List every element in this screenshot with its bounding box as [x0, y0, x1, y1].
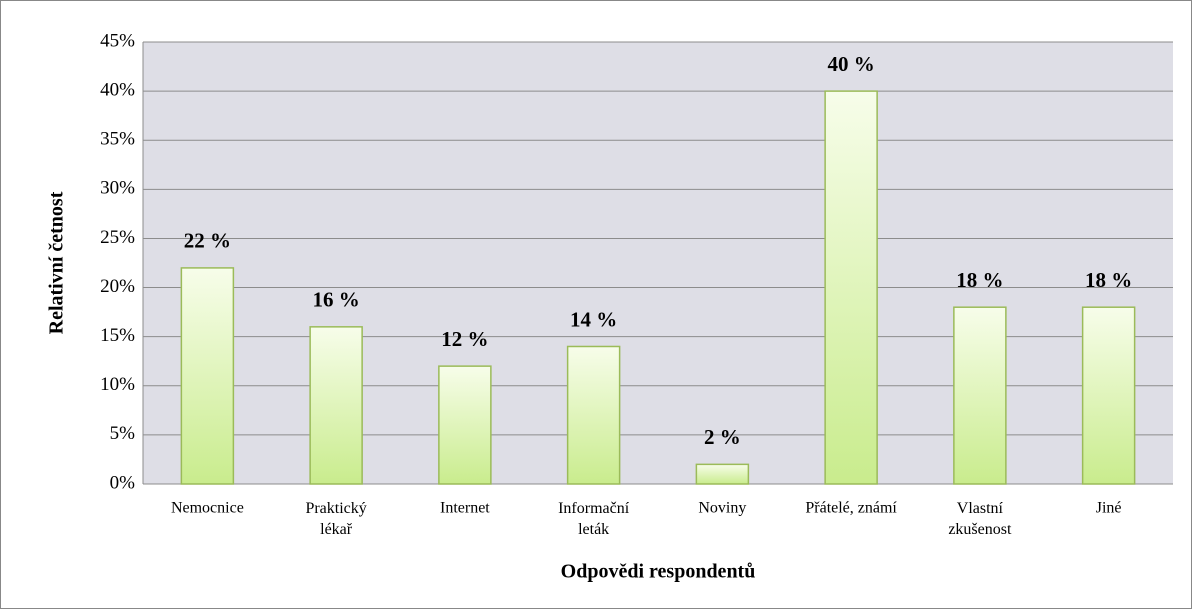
- bar: [438, 365, 492, 485]
- data-label: 18 %: [1085, 268, 1132, 292]
- y-tick-label: 35%: [100, 129, 135, 150]
- data-label: 14 %: [570, 307, 617, 331]
- y-tick-label: 30%: [100, 178, 135, 199]
- bar: [1081, 306, 1136, 485]
- y-axis-title: Relativní četnost: [46, 191, 68, 334]
- y-tick-label: 0%: [110, 472, 136, 493]
- data-label: 18 %: [956, 268, 1003, 292]
- data-label: 12 %: [441, 327, 488, 351]
- x-tick-label: Noviny: [698, 500, 746, 517]
- data-label: 16 %: [313, 288, 360, 312]
- x-tick-label: Jiné: [1096, 500, 1122, 517]
- bar: [309, 326, 363, 485]
- y-tick-label: 25%: [100, 227, 135, 248]
- x-tick-label: Přátelé, známí: [805, 500, 897, 517]
- y-tick-label: 15%: [100, 325, 135, 346]
- plot-area: [143, 42, 1173, 484]
- bar: [180, 267, 235, 485]
- x-tick-label: Informační leták: [558, 500, 630, 538]
- data-label: 22 %: [184, 229, 231, 253]
- y-tick-label: 10%: [100, 374, 135, 395]
- x-axis-title: Odpovědi respondentů: [561, 561, 756, 583]
- y-tick-label: 5%: [110, 423, 136, 444]
- y-tick-label: 40%: [100, 79, 135, 100]
- bar: [953, 306, 1007, 485]
- x-tick-label: Internet: [440, 500, 490, 517]
- bar: [824, 90, 878, 485]
- data-label: 40 %: [828, 52, 875, 76]
- x-tick-label: Praktický lékař: [305, 500, 366, 538]
- x-tick-label: Vlastní zkušenost: [948, 500, 1012, 538]
- bar: [566, 345, 621, 485]
- y-tick-label: 20%: [100, 276, 135, 297]
- data-label: 2 %: [704, 425, 741, 449]
- bar: [695, 463, 750, 485]
- y-tick-label: 45%: [100, 30, 135, 51]
- x-tick-label: Nemocnice: [171, 500, 244, 517]
